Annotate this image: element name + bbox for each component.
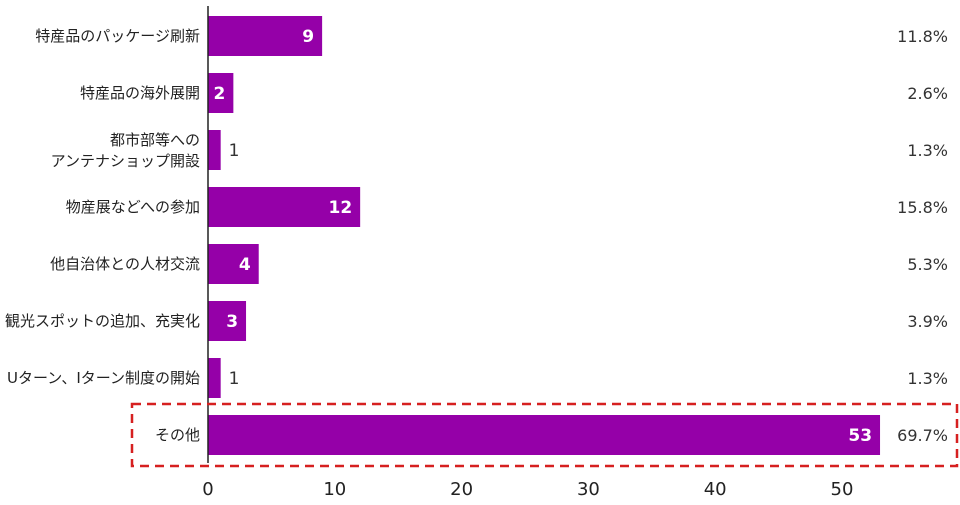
percentage-label-0: 11.8% [897,27,948,46]
category-label-4: 他自治体との人材交流 [50,255,200,273]
x-tick-label-3: 30 [577,479,600,500]
percentage-label-1: 2.6% [907,84,948,103]
x-tick-label-2: 20 [450,479,473,500]
bar-4 [208,244,259,284]
value-label-1: 2 [214,84,226,104]
value-label-5: 3 [226,312,238,332]
value-label-2: 1 [229,141,240,161]
percentage-label-4: 5.3% [907,255,948,274]
highlight-box [130,402,959,468]
bar-5 [208,301,247,341]
value-label-3: 12 [328,198,352,218]
category-label-7: その他 [155,426,200,444]
value-label-4: 4 [239,255,251,275]
x-tick-label-4: 40 [704,479,727,500]
percentage-label-2: 1.3% [907,141,948,160]
bar-0 [208,16,323,56]
bar-1 [208,73,234,113]
bars-layer [208,16,881,455]
percentage-label-5: 3.9% [907,312,948,331]
percentage-label-3: 15.8% [897,198,948,217]
category-label-3: 物産展などへの参加 [66,198,200,216]
bar-2 [208,130,221,170]
value-label-6: 1 [229,369,240,389]
category-label-6: Uターン、Iターン制度の開始 [7,369,200,387]
category-label-0: 特産品のパッケージ刷新 [35,27,200,45]
x-tick-label-5: 50 [831,479,854,500]
axis-layer: 0 10 20 30 40 50 [202,6,853,500]
category-label-1: 特産品の海外展開 [80,84,200,102]
bar-6 [208,358,221,398]
category-label-2: 都市部等へのアンテナショップ開設 [51,131,200,170]
percentage-label-7: 69.7% [897,426,948,445]
bar-3 [208,187,361,227]
labels-layer: 特産品のパッケージ刷新 9 11.8% 特産品の海外展開 2 2.6% 都市部等へのアンテナ… [5,27,948,446]
x-tick-label-1: 10 [323,479,346,500]
bar-7 [208,415,881,455]
value-label-0: 9 [302,27,314,47]
x-tick-label-0: 0 [202,479,213,500]
category-label-5: 観光スポットの追加、充実化 [5,312,200,330]
percentage-label-6: 1.3% [907,369,948,388]
value-label-7: 53 [848,426,872,446]
